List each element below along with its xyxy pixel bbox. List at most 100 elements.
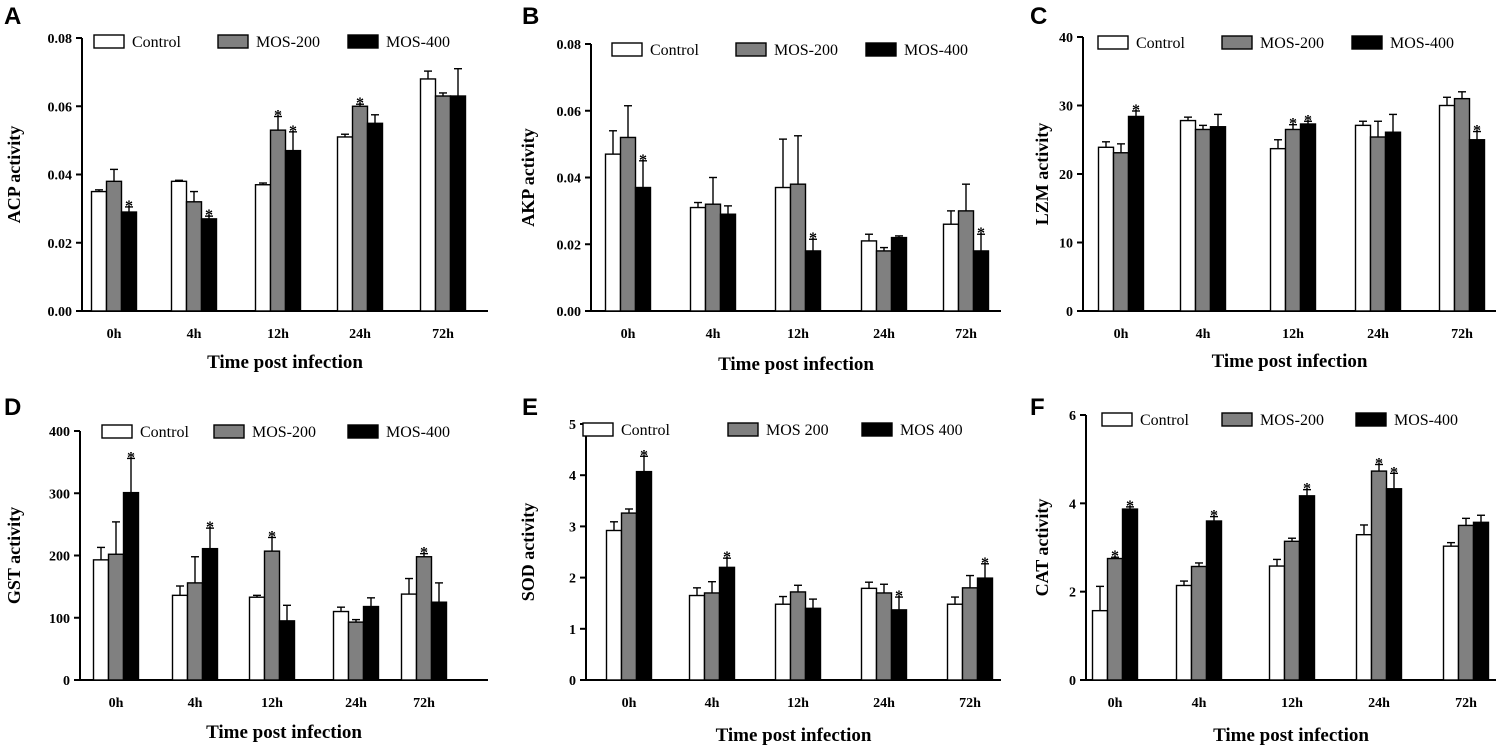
bar [890, 236, 908, 312]
bar [1194, 128, 1212, 312]
legend-label: MOS-200 [774, 42, 838, 59]
y-tick-label: 0.06 [557, 105, 582, 120]
bar [619, 136, 637, 312]
y-tick-label: 2 [569, 572, 576, 587]
y-tick-label: 0 [1069, 674, 1076, 689]
legend-label: MOS-200 [1260, 412, 1324, 429]
x-tick-label: 24h [345, 696, 367, 711]
x-tick-label: 72h [1451, 327, 1473, 342]
x-tick-label: 24h [1367, 327, 1389, 342]
y-tick-label: 400 [49, 425, 70, 440]
bar [1112, 152, 1130, 312]
bar [1268, 565, 1286, 681]
y-tick-label: 0.02 [48, 237, 73, 252]
legend-swatch [1221, 412, 1253, 427]
legend-swatch [347, 34, 379, 49]
bar [1369, 136, 1387, 312]
bar [804, 607, 822, 681]
legend-label: Control [1140, 412, 1189, 429]
legend-label: MOS-400 [386, 424, 450, 441]
bar [957, 210, 975, 312]
y-axis-label: GST activity [4, 507, 24, 604]
y-tick-label: 0.02 [557, 238, 582, 253]
bar [122, 491, 140, 681]
x-tick-label: 24h [873, 327, 895, 342]
bar [186, 582, 204, 681]
bar [604, 153, 622, 312]
bar [185, 201, 203, 312]
bar [1205, 520, 1223, 681]
bar [860, 587, 878, 681]
bar [415, 556, 433, 681]
x-tick-label: 12h [261, 696, 283, 711]
y-tick-label: 100 [49, 612, 70, 627]
significance-star: * [1375, 455, 1383, 472]
bar [860, 240, 878, 312]
legend: Control MOS-200 MOS-400 [101, 424, 450, 441]
legend-label: MOS-400 [1394, 412, 1458, 429]
y-tick-label: 4 [569, 469, 576, 484]
bar [1121, 508, 1139, 681]
bar [1457, 524, 1475, 681]
legend-label: MOS 400 [900, 422, 963, 439]
bar [92, 559, 110, 681]
legend-swatch [213, 424, 245, 439]
legend-swatch [861, 422, 893, 437]
bar [774, 603, 792, 681]
y-tick-label: 200 [49, 550, 70, 565]
x-tick-label: 12h [1281, 696, 1303, 711]
significance-star: * [356, 95, 364, 112]
bar [961, 587, 979, 681]
y-tick-label: 0 [1066, 305, 1073, 320]
bar [635, 470, 653, 681]
y-tick-label: 20 [1059, 168, 1073, 183]
bar [1355, 533, 1373, 681]
bar [875, 250, 893, 312]
y-tick-label: 0.00 [48, 305, 73, 320]
legend: Control MOS-200 MOS-400 [1101, 412, 1458, 429]
bar [263, 550, 281, 681]
bar [366, 122, 384, 312]
significance-star: * [1304, 112, 1312, 129]
bar [1442, 545, 1460, 681]
legend-swatch [727, 422, 759, 437]
x-tick-label: 72h [955, 327, 977, 342]
bar [719, 213, 737, 312]
y-tick-label: 0.08 [48, 32, 73, 47]
bar [976, 577, 994, 681]
bar [890, 609, 908, 681]
bar [789, 591, 807, 681]
significance-star: * [1126, 498, 1134, 515]
panel-letter: E [522, 394, 538, 421]
legend-swatch [1355, 412, 1387, 427]
bar [254, 184, 272, 312]
bar [120, 211, 138, 312]
x-tick-label: 4h [188, 696, 203, 711]
bar [278, 620, 296, 681]
bar [1438, 104, 1456, 312]
significance-star: * [639, 152, 647, 169]
bar [1127, 115, 1145, 312]
significance-star: * [809, 230, 817, 247]
panel-letter: F [1030, 394, 1045, 421]
x-axis-label: Time post infection [207, 352, 363, 373]
bar [634, 186, 652, 312]
bar [942, 223, 960, 312]
y-axis-label: AKP activity [518, 128, 538, 226]
panel-b: B 0.00 0.02 0.04 0.06 0.08 * * * 0h 4h 12h 24h 72h Tim… [518, 3, 1001, 375]
x-tick-label: 4h [706, 327, 721, 342]
bar [1284, 128, 1302, 312]
legend-label: MOS-400 [386, 34, 450, 51]
legend-swatch [347, 424, 379, 439]
panel-letter: D [4, 394, 21, 421]
legend-swatch [1221, 35, 1253, 50]
bar [1097, 146, 1115, 312]
x-tick-label: 72h [413, 696, 435, 711]
bar [1385, 488, 1403, 681]
significance-star: * [125, 198, 133, 215]
bar [703, 592, 721, 681]
bar [774, 186, 792, 312]
bar [248, 596, 266, 681]
y-tick-label: 0.08 [557, 38, 582, 53]
bar [688, 594, 706, 681]
